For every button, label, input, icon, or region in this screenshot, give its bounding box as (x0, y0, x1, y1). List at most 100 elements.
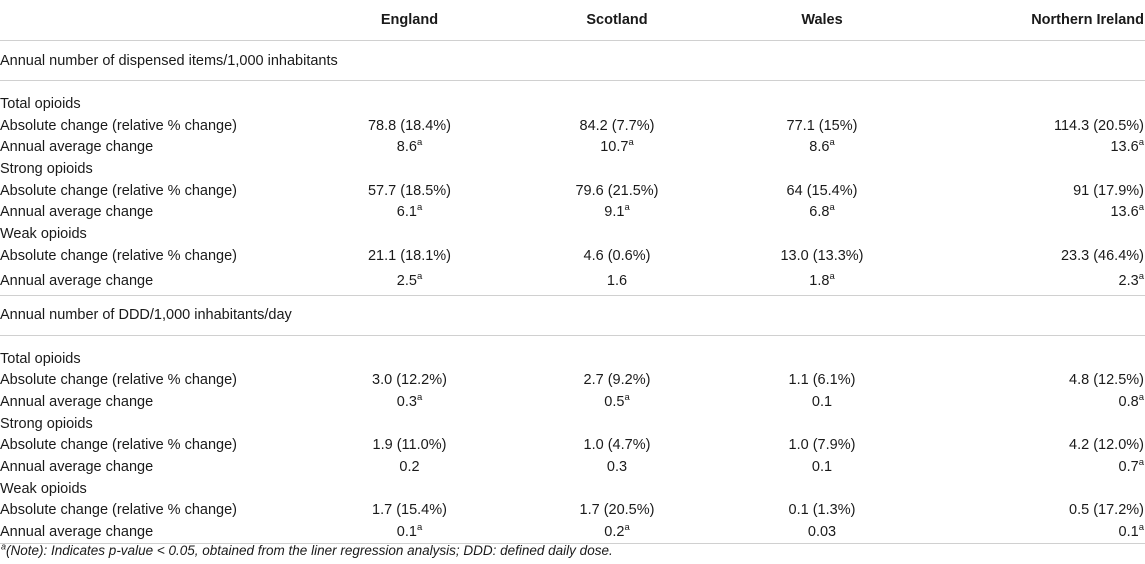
cell-value: 1.9 (11.0%) (372, 437, 447, 454)
column-header-northern-ireland: Northern Ireland (922, 0, 1145, 41)
cell-value: 91 (17.9%) (1073, 182, 1144, 199)
value-cell: 0.1 (1.3%) (722, 500, 922, 522)
section-title: Annual number of DDD/1,000 inhabitants/d… (0, 295, 1145, 336)
section-row: Annual number of dispensed items/1,000 i… (0, 40, 1145, 81)
table-row: Annual average change 0.2 0.3 0.1 0.7a (0, 456, 1145, 478)
table-row: Absolute change (relative % change) 3.0 (… (0, 370, 1145, 392)
cell-value: 84.2 (7.7%) (579, 117, 655, 134)
value-cell: 21.1 (18.1%) (307, 245, 512, 267)
value-cell: 2.3a (922, 266, 1145, 296)
cell-value: 0.1 (396, 524, 417, 540)
cell-value: 0.1 (811, 458, 833, 475)
table-row: Absolute change (relative % change) 1.9 (… (0, 435, 1145, 457)
table-body: Annual number of dispensed items/1,000 i… (0, 40, 1145, 544)
table-row: Absolute change (relative % change) 78.8 … (0, 115, 1145, 137)
group-label: Total opioids (0, 96, 81, 112)
value-cell: 8.6a (722, 137, 922, 159)
cell-value: 0.8 (1118, 393, 1139, 410)
value-cell: 114.3 (20.5%) (922, 115, 1145, 137)
significance-marker: a (829, 137, 835, 149)
cell-value: 1.7 (20.5%) (579, 502, 655, 519)
cell-value: 6.8 (809, 204, 830, 221)
group-row: Strong opioids (0, 158, 1145, 180)
cell-value: 0.1 (1.3%) (788, 502, 856, 519)
column-header-scotland: Scotland (512, 0, 722, 41)
group-label: Weak opioids (0, 226, 87, 242)
value-cell: 0.2a (512, 521, 722, 544)
cell-value: 114.3 (20.5%) (1053, 117, 1144, 134)
cell-value: 0.3 (396, 393, 417, 410)
value-cell: 0.7a (922, 456, 1145, 478)
cell-value: 1.7 (15.4%) (372, 502, 447, 519)
row-label: Absolute change (relative % change) (0, 437, 237, 454)
spacer-cell (0, 335, 1145, 348)
value-cell: 0.3 (512, 456, 722, 478)
value-cell: 2.7 (9.2%) (512, 370, 722, 392)
value-cell: 4.2 (12.0%) (922, 435, 1145, 457)
cell-value: 2.5 (396, 272, 417, 289)
value-cell: 1.8a (722, 266, 922, 296)
group-row: Strong opioids (0, 413, 1145, 435)
value-cell: 23.3 (46.4%) (922, 245, 1145, 267)
cell-value: 0.3 (606, 458, 628, 475)
cell-value: 6.1 (396, 204, 417, 221)
value-cell: 57.7 (18.5%) (307, 180, 512, 202)
cell-value: 9.1 (604, 204, 625, 221)
value-cell: 10.7a (512, 137, 722, 159)
row-label: Annual average change (0, 139, 154, 156)
cell-value: 4.6 (0.6%) (583, 247, 651, 264)
significance-marker: a (628, 137, 634, 149)
cell-value: 0.2 (399, 458, 420, 475)
row-label: Annual average change (0, 266, 307, 296)
cell-value: 4.2 (12.0%) (1069, 437, 1144, 454)
group-row: Weak opioids (0, 478, 1145, 500)
cell-value: 21.1 (18.1%) (367, 247, 452, 264)
group-row: Total opioids (0, 93, 1145, 115)
table-row: Absolute change (relative % change) 1.7 (… (0, 500, 1145, 522)
value-cell: 0.2 (307, 456, 512, 478)
cell-value: 1.0 (4.7%) (583, 437, 651, 454)
cell-value: 57.7 (18.5%) (367, 182, 452, 199)
value-cell: 4.8 (12.5%) (922, 370, 1145, 392)
value-cell: 78.8 (18.4%) (307, 115, 512, 137)
section-spacer (0, 335, 1145, 348)
significance-marker: a (1138, 202, 1144, 214)
footnote-marker: a (1, 541, 7, 552)
section-title: Annual number of dispensed items/1,000 i… (0, 40, 1145, 81)
group-label: Total opioids (0, 350, 81, 367)
value-cell: 0.03 (722, 521, 922, 544)
value-cell: 3.0 (12.2%) (307, 370, 512, 392)
significance-marker: a (416, 522, 423, 534)
cell-value: 0.1 (811, 393, 833, 410)
significance-marker: a (416, 270, 423, 282)
row-label: Absolute change (relative % change) (0, 247, 237, 264)
cell-value: 0.7 (1118, 458, 1139, 475)
cell-value: 0.5 (17.2%) (1069, 502, 1144, 519)
group-label: Strong opioids (0, 161, 93, 177)
cell-value: 0.03 (807, 524, 837, 540)
significance-marker: a (416, 391, 423, 403)
value-cell: 0.8a (922, 391, 1145, 413)
table-footnote: a(Note): Indicates p-value < 0.05, obtai… (1, 541, 613, 558)
table-row: Absolute change (relative % change) 21.1 … (0, 245, 1145, 267)
cell-value: 8.6 (396, 139, 417, 156)
value-cell: 1.7 (20.5%) (512, 500, 722, 522)
value-cell: 0.5 (17.2%) (922, 500, 1145, 522)
significance-marker: a (624, 522, 630, 534)
row-label: Annual average change (0, 393, 154, 410)
significance-marker: a (624, 391, 630, 403)
row-label: Annual average change (0, 458, 154, 475)
value-cell: 64 (15.4%) (722, 180, 922, 202)
cell-value: 10.7 (600, 139, 629, 156)
cell-value: 79.6 (21.5%) (575, 182, 659, 199)
value-cell: 13.0 (13.3%) (722, 245, 922, 267)
significance-marker: a (624, 202, 630, 214)
value-cell: 1.9 (11.0%) (307, 435, 512, 457)
row-label: Absolute change (relative % change) (0, 372, 237, 389)
value-cell: 1.0 (4.7%) (512, 435, 722, 457)
value-cell: 8.6a (307, 137, 512, 159)
section-row: Annual number of DDD/1,000 inhabitants/d… (0, 295, 1145, 336)
cell-value: 13.0 (13.3%) (780, 247, 864, 264)
value-cell: 0.1 (722, 456, 922, 478)
column-header-england: England (307, 0, 512, 41)
